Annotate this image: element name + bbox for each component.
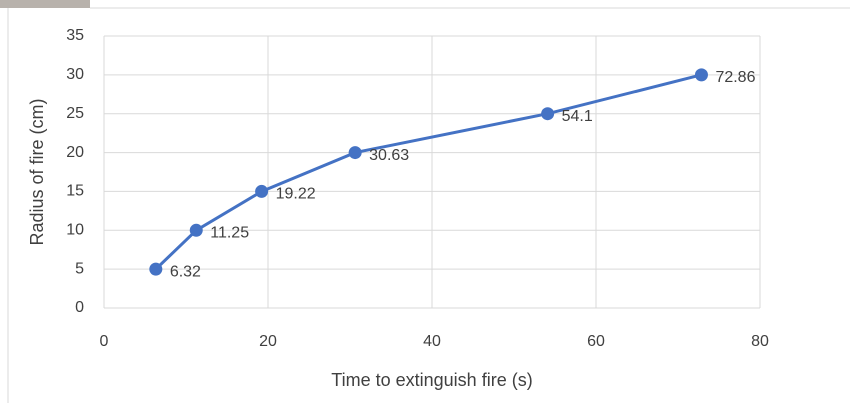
x-tick-label: 20	[259, 333, 277, 350]
data-label: 11.25	[210, 225, 249, 242]
data-point	[149, 263, 162, 276]
data-label: 30.63	[369, 147, 409, 164]
y-tick-label: 25	[66, 105, 84, 122]
y-tick-label: 20	[66, 144, 84, 161]
data-label: 6.32	[170, 263, 201, 280]
y-tick-label: 35	[66, 27, 84, 44]
x-tick-label: 40	[423, 333, 441, 350]
y-tick-label: 5	[75, 260, 84, 277]
x-tick-label: 60	[587, 333, 605, 350]
y-axis-title: Radius of fire (cm)	[27, 98, 47, 245]
data-point	[695, 68, 708, 81]
data-point	[541, 107, 554, 120]
chart: Time to extinguish fire (s) Radius of fi…	[0, 0, 850, 403]
data-label: 72.86	[715, 69, 755, 86]
data-label: 19.22	[276, 186, 316, 203]
x-tick-label: 80	[751, 333, 769, 350]
x-axis-title: Time to extinguish fire (s)	[331, 370, 532, 390]
data-point	[349, 146, 362, 159]
image-fragment	[0, 0, 90, 8]
y-tick-label: 15	[66, 183, 84, 200]
y-tick-label: 10	[66, 222, 84, 239]
y-tick-label: 30	[66, 66, 84, 83]
y-tick-label: 0	[75, 299, 84, 316]
data-label: 54.1	[562, 108, 593, 125]
data-point	[190, 224, 203, 237]
x-tick-label: 0	[100, 333, 109, 350]
data-point	[255, 185, 268, 198]
